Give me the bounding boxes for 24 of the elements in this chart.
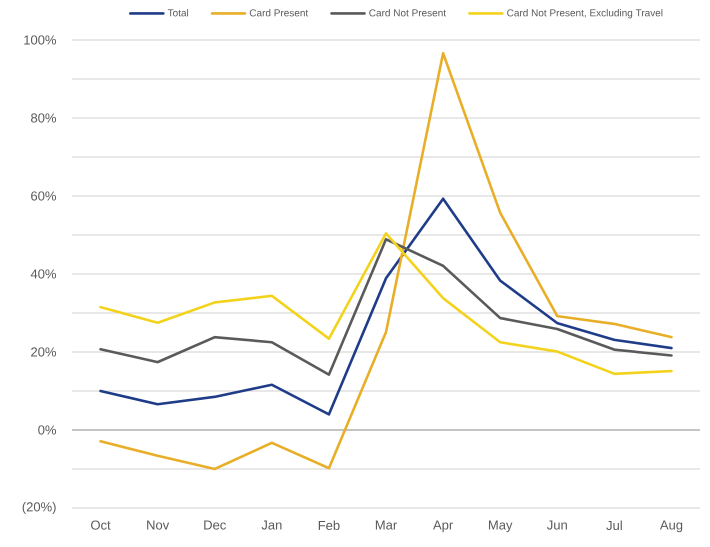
x-tick-label: Jun — [547, 520, 567, 530]
y-tick-label: 60% — [31, 191, 56, 201]
x-tick-label: Oct — [91, 520, 111, 530]
legend-label: Card Not Present, Excluding Travel — [507, 9, 662, 18]
x-tick-label: Nov — [147, 520, 170, 530]
x-tick-label: Mar — [376, 520, 397, 530]
legend-label: Total — [168, 9, 188, 16]
x-tick-label: Dec — [204, 520, 226, 530]
y-tick-label: 20% — [31, 347, 56, 357]
x-tick-label: Feb — [318, 520, 340, 530]
line-series — [99, 197, 673, 416]
x-tick-label: Apr — [433, 520, 453, 532]
y-tick-label: 100% — [24, 35, 56, 45]
y-tick-label: (20%) — [22, 502, 56, 514]
x-tick-label: Aug — [660, 520, 682, 532]
y-tick-label: 0% — [38, 425, 56, 435]
y-tick-label: 80% — [31, 113, 56, 123]
legend-label: Card Present — [250, 9, 308, 16]
line-series — [99, 52, 673, 470]
x-tick-label: Jul — [606, 520, 622, 530]
legend-label: Card Not Present — [369, 9, 446, 16]
y-tick-label: 40% — [30, 269, 56, 279]
x-tick-label: May — [488, 520, 512, 532]
x-tick-label: Jan — [262, 520, 282, 530]
